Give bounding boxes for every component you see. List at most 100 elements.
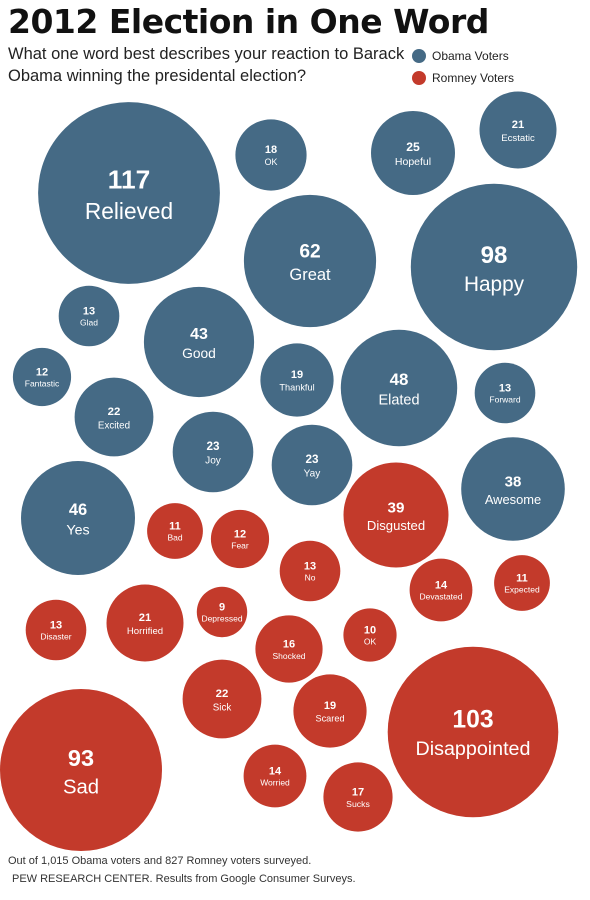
bubble-obama-yay <box>271 424 353 506</box>
bubble-count-romney-disgusted: 39 <box>388 499 405 516</box>
bubble-romney-fear <box>210 509 270 569</box>
bubble-count-obama-forward: 13 <box>499 383 511 395</box>
bubble-count-romney-sucks: 17 <box>352 786 364 798</box>
bubble-word-obama-forward: Forward <box>489 395 520 405</box>
bubble-romney-disaster <box>25 599 87 661</box>
bubble-count-obama-glad: 13 <box>83 306 95 318</box>
footnote-sample-size: Out of 1,015 Obama voters and 827 Romney… <box>8 855 312 867</box>
bubble-count-romney-shocked: 16 <box>283 638 295 650</box>
chart-title: 2012 Election in One Word <box>8 2 489 41</box>
bubble-romney-bad <box>147 503 203 559</box>
bubble-word-obama-great: Great <box>289 266 331 284</box>
bubble-word-obama-fantastic: Fantastic <box>25 379 60 389</box>
bubble-count-obama-yay: 23 <box>305 453 319 466</box>
bubble-count-obama-hopeful: 25 <box>406 140 420 154</box>
bubble-count-obama-elated: 48 <box>390 370 409 389</box>
legend-swatch-obama <box>412 49 426 63</box>
bubble-count-romney-bad: 11 <box>169 521 181 533</box>
bubble-obama-fantastic <box>12 347 72 407</box>
bubble-obama-thankful <box>260 343 334 417</box>
bubble-count-romney-sad: 93 <box>68 745 94 771</box>
bubble-romney-devastated <box>409 558 473 622</box>
bubble-count-obama-ecstatic: 21 <box>512 119 524 131</box>
bubble-word-obama-elated: Elated <box>378 393 419 409</box>
chart-subtitle: What one word best describes your reacti… <box>8 45 405 85</box>
bubble-word-obama-ok: OK <box>265 157 278 167</box>
bubble-romney-disgusted <box>343 462 449 568</box>
bubble-romney-scared <box>293 674 367 748</box>
bubble-obama-great <box>243 194 377 328</box>
bubble-obama-ok <box>235 119 307 191</box>
bubble-word-romney-ok: OK <box>364 636 377 646</box>
bubble-word-obama-yes: Yes <box>66 522 89 538</box>
legend-label-obama: Obama Voters <box>432 49 509 63</box>
bubble-word-romney-bad: Bad <box>167 533 182 543</box>
bubble-romney-depressed <box>196 586 248 638</box>
bubble-word-romney-shocked: Shocked <box>272 651 305 661</box>
bubble-obama-forward <box>474 362 536 424</box>
bubble-obama-joy <box>172 411 254 493</box>
bubble-romney-horrified <box>106 584 184 662</box>
bubble-romney-no <box>279 540 341 602</box>
legend-item-obama: Obama Voters <box>412 47 509 65</box>
bubble-count-obama-excited: 22 <box>108 406 121 418</box>
bubble-romney-ok <box>343 608 397 662</box>
bubble-count-romney-fear: 12 <box>234 529 246 541</box>
bubble-count-obama-great: 62 <box>299 242 320 263</box>
bubble-word-romney-sad: Sad <box>63 776 99 798</box>
bubble-word-obama-hopeful: Hopeful <box>395 156 431 168</box>
bubble-word-romney-worried: Worried <box>260 778 290 788</box>
bubble-count-romney-disaster: 13 <box>50 620 62 632</box>
bubble-count-obama-thankful: 19 <box>291 369 303 381</box>
bubble-obama-yes <box>21 461 135 575</box>
bubble-count-romney-devastated: 14 <box>435 579 448 591</box>
bubble-word-romney-sucks: Sucks <box>346 799 370 809</box>
bubble-obama-relieved <box>38 102 220 284</box>
bubble-word-obama-glad: Glad <box>80 318 98 328</box>
bubble-word-romney-no: No <box>305 573 316 583</box>
bubble-count-obama-good: 43 <box>190 326 208 343</box>
bubble-romney-sucks <box>323 762 393 832</box>
bubble-word-romney-disappointed: Disappointed <box>416 738 531 760</box>
bubble-obama-awesome <box>461 437 565 541</box>
bubble-count-obama-joy: 23 <box>206 440 220 453</box>
bubble-word-obama-joy: Joy <box>205 456 222 467</box>
bubble-count-obama-awesome: 38 <box>505 473 522 490</box>
bubble-count-obama-relieved: 117 <box>108 165 150 195</box>
bubble-count-romney-depressed: 9 <box>219 602 225 614</box>
bubble-count-romney-sick: 22 <box>216 688 229 700</box>
bubble-count-obama-ok: 18 <box>265 144 277 156</box>
bubble-romney-expected <box>494 555 550 611</box>
bubble-obama-hopeful <box>371 111 455 195</box>
legend-label-romney: Romney Voters <box>432 71 515 85</box>
bubble-count-romney-disappointed: 103 <box>452 707 493 734</box>
bubble-count-romney-scared: 19 <box>324 700 336 712</box>
bubble-obama-ecstatic <box>479 91 557 169</box>
bubble-romney-shocked <box>255 615 323 683</box>
bubble-word-obama-thankful: Thankful <box>279 383 314 393</box>
bubble-word-romney-devastated: Devastated <box>420 592 463 602</box>
bubble-obama-glad <box>58 285 120 347</box>
bubble-word-obama-good: Good <box>182 346 216 361</box>
legend-item-romney: Romney Voters <box>412 69 514 87</box>
bubble-romney-sad <box>0 689 162 851</box>
bubble-word-obama-yay: Yay <box>304 469 322 480</box>
bubble-count-romney-worried: 14 <box>269 765 282 777</box>
bubble-obama-elated <box>340 329 458 447</box>
bubble-count-romney-horrified: 21 <box>139 612 151 624</box>
bubble-word-romney-disgusted: Disgusted <box>367 518 425 533</box>
bubble-obama-excited <box>74 377 154 457</box>
bubble-obama-happy <box>410 183 578 351</box>
bubble-romney-sick <box>182 659 262 739</box>
footnote-source: PEW RESEARCH CENTER. Results from Google… <box>12 873 356 885</box>
bubble-romney-disappointed <box>387 646 559 818</box>
bubble-word-romney-fear: Fear <box>231 541 249 551</box>
bubble-word-romney-scared: Scared <box>315 714 344 724</box>
bubble-romney-worried <box>243 744 307 808</box>
bubble-obama-good <box>143 286 255 398</box>
bubble-count-romney-no: 13 <box>304 561 316 573</box>
bubble-count-romney-ok: 10 <box>364 625 376 637</box>
bubble-word-obama-relieved: Relieved <box>85 198 173 224</box>
bubble-word-romney-expected: Expected <box>504 585 540 595</box>
